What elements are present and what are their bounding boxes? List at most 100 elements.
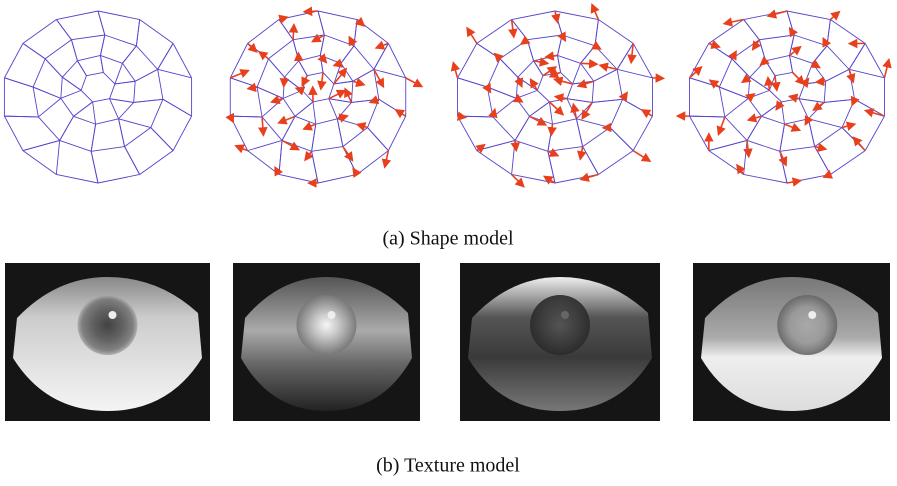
displacement-arrow [279,116,295,123]
mesh-edge [487,87,516,98]
displacement-arrow [551,124,552,135]
mesh-edge [598,151,633,175]
mesh-edge [283,98,295,116]
mesh-edge [110,84,115,99]
figure: (a) Shape model (b) Texture model [0,0,897,486]
caption: (b) Texture model [376,455,520,477]
mesh-edge [230,78,257,87]
displacement-arrow [768,78,769,91]
mesh-edge [324,35,354,46]
mesh-edge [110,99,134,103]
mesh-edge [299,61,307,76]
displacement-arrow [357,124,367,127]
mesh-edge [580,46,594,63]
iris [530,295,590,355]
mesh-edge [285,77,303,90]
displacement-arrow [816,81,825,82]
displacement-arrow [753,40,760,50]
displacement-arrow [531,79,538,90]
mesh-edge [93,99,110,102]
mesh-edge [690,116,725,117]
displacement-arrow [548,151,558,155]
displacement-arrow [830,12,839,20]
mesh-edge [33,59,45,87]
mesh-edge [805,63,813,84]
mesh-edge [23,151,56,175]
mesh-edge [759,40,765,61]
displacement-arrow [633,151,650,162]
iris [777,295,837,355]
mesh-edge [748,90,769,98]
displacement-arrow [742,77,750,82]
mesh-edge [748,77,750,98]
displacement-arrow [248,43,257,51]
mesh-edge [151,128,173,151]
mesh-edge [33,87,61,98]
highlight [109,311,117,319]
mesh-edge [119,119,151,128]
mesh-edge [158,69,192,77]
mesh-edge [576,119,610,128]
mesh-edge [617,69,652,77]
displacement-arrow [768,11,787,16]
displacement-arrow [555,97,567,99]
mesh-edge [747,140,780,151]
mesh-edge [592,81,594,102]
iris [78,295,138,355]
mesh-edge [775,72,793,75]
highlight [328,311,336,319]
mesh-edge [56,174,98,183]
mesh-edge [337,119,343,147]
displacement-arrow [343,147,353,161]
mesh-edge [74,116,96,124]
mesh-edge [115,63,123,84]
mesh-panel [230,11,422,183]
mesh-edge [537,76,543,91]
displacement-arrow [854,137,866,150]
mesh-edge [744,20,760,40]
mesh-edge [318,174,357,183]
mesh-edge [151,99,163,127]
mesh-edge [766,61,775,76]
figure-canvas: (a) Shape model (b) Texture model [0,0,897,486]
mesh-edge [865,116,884,150]
mesh-edge [74,102,93,116]
mesh-edge [709,140,747,150]
displacement-arrow [623,93,627,100]
mesh-edge [318,11,357,20]
mesh-edge [573,63,581,84]
displacement-arrow [293,25,294,40]
iris [297,295,357,355]
mesh-edge [732,59,750,77]
mesh-edge [56,20,71,40]
mesh-edge [140,20,173,44]
mesh-edge [262,117,282,141]
mesh-edge [598,20,633,44]
mesh-edge [23,43,45,58]
mesh-edge [312,124,316,151]
mesh-edge [548,147,583,152]
mesh-edge [808,119,842,128]
mesh-edge [302,90,313,102]
mesh-edge [709,43,732,58]
displacement-arrow [546,55,558,57]
mesh-edge [299,55,321,60]
displacement-arrow [582,102,592,118]
displacement-arrow [296,88,302,90]
displacement-arrow [842,124,855,127]
mesh-edge [552,119,576,124]
mesh-edge [23,20,56,44]
mesh-edge [60,140,92,151]
mesh-edge [119,119,125,147]
mesh-edge [100,35,104,55]
mesh-edge [787,11,830,20]
mesh-panel [453,5,663,187]
mesh-edge [583,128,610,147]
mesh-edge [312,147,343,152]
mesh-edge [780,124,785,151]
displacement-arrow [580,63,597,64]
mesh-edge [827,46,849,70]
displacement-arrow [592,5,598,20]
mesh-edge [812,63,825,81]
mesh-edge [77,61,86,76]
